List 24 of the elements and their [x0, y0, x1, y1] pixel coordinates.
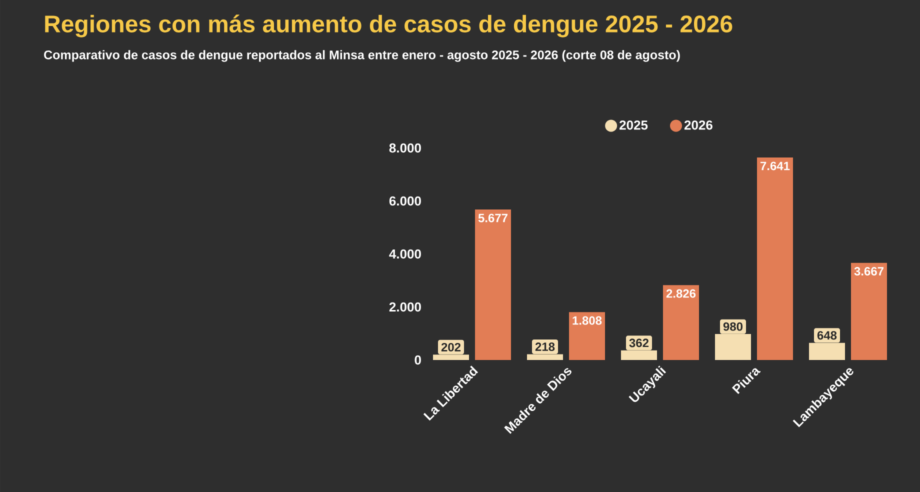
y-tick-label: 2.000: [389, 302, 421, 312]
data-label: 5.677: [478, 214, 508, 222]
data-label: 980: [723, 322, 743, 331]
bar: [850, 262, 887, 360]
data-label: 7.641: [760, 162, 790, 170]
bar: [569, 312, 606, 360]
legend-label: 2025: [620, 120, 648, 130]
y-tick-label: 4.000: [389, 249, 421, 259]
y-tick-label: 8.000: [389, 143, 421, 153]
bar: [475, 210, 512, 360]
data-label: 218: [535, 342, 555, 352]
chart-title: Regiones con más aumento de casos de dengue 2025 - 2026: [45, 14, 732, 38]
data-label: 202: [441, 342, 461, 352]
legend-label: 2026: [684, 120, 712, 130]
bar: [756, 158, 793, 360]
chart-subtitle: Comparativo de casos de dengue reportados al Minsa entre enero - agosto 2025 - 2026 (corte 08 de agosto): [44, 50, 680, 62]
data-label: 648: [817, 331, 837, 340]
y-tick-label: 6.000: [389, 196, 421, 206]
data-label: 3.667: [854, 267, 884, 276]
bar: [663, 285, 699, 360]
data-label: 362: [629, 338, 649, 348]
data-label: 1.808: [572, 316, 602, 325]
y-tick-label: 0: [414, 355, 421, 365]
data-label: 2.826: [666, 289, 696, 298]
